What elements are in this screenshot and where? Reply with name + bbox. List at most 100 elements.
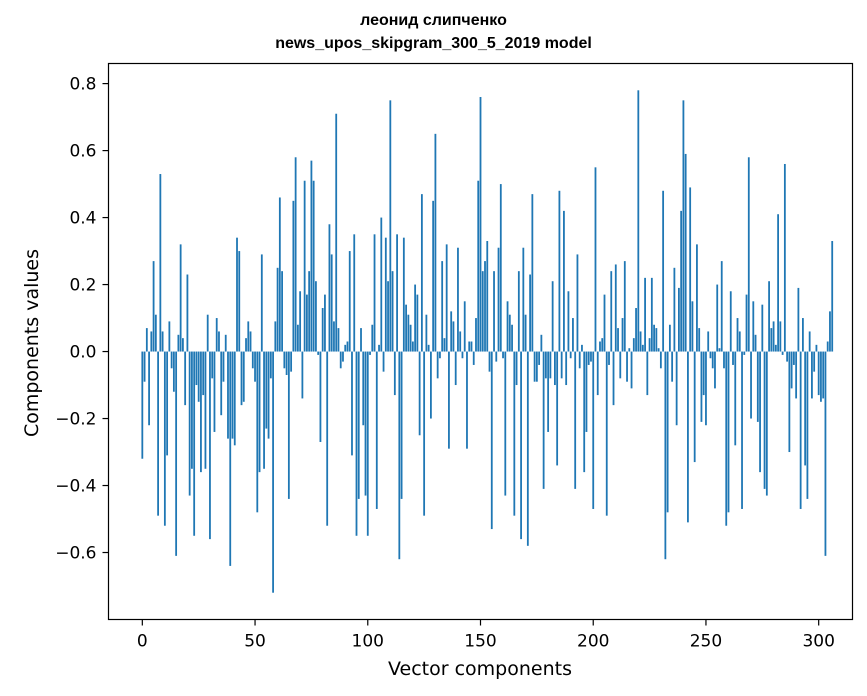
bar-53 [260, 254, 263, 352]
y-axis-ticks: −0.6 −0.4 −0.2 0.0 0.2 0.4 0.6 0.8 [55, 75, 109, 564]
y-tick-label: −0.2 [55, 410, 96, 430]
bar-106 [380, 217, 383, 352]
bar-78 [317, 351, 320, 355]
bar-157 [495, 351, 498, 362]
bar-2 [145, 328, 148, 352]
bar-186 [560, 351, 563, 379]
bar-262 [732, 351, 734, 365]
bar-235 [671, 351, 674, 382]
bar-254 [714, 351, 716, 389]
bar-176 [538, 351, 541, 365]
y-tick-label: 0.8 [69, 75, 96, 95]
x-tick-label: 150 [464, 632, 496, 652]
bar-163 [508, 314, 511, 352]
x-tick-label: 50 [244, 632, 266, 652]
bar-287 [788, 351, 791, 453]
bar-14 [172, 351, 175, 392]
bar-104 [375, 351, 378, 509]
bar-139 [454, 351, 457, 386]
bar-168 [520, 351, 522, 540]
bar-33 [215, 318, 218, 352]
bar-171 [526, 351, 529, 546]
bar-158 [497, 247, 500, 352]
bar-72 [303, 180, 306, 352]
bar-241 [684, 153, 687, 352]
bar-43 [238, 251, 241, 352]
bar-13 [170, 351, 173, 369]
bar-225 [648, 338, 651, 352]
bar-245 [693, 351, 696, 463]
bar-143 [463, 301, 466, 352]
bar-231 [662, 190, 665, 352]
bar-56 [267, 351, 270, 439]
bar-222 [641, 344, 644, 352]
bar-141 [459, 331, 462, 352]
bar-64 [285, 351, 288, 375]
bar-37 [224, 334, 227, 352]
bar-227 [653, 324, 655, 352]
bar-19 [184, 351, 187, 406]
bar-57 [269, 351, 272, 379]
bar-238 [678, 287, 680, 352]
bar-129 [432, 200, 435, 352]
bar-198 [587, 351, 590, 365]
bar-73 [306, 294, 308, 352]
bar-217 [630, 351, 633, 389]
bar-284 [781, 351, 784, 355]
bar-256 [718, 348, 721, 352]
bar-27 [202, 351, 205, 396]
bar-125 [423, 351, 426, 516]
bar-286 [786, 351, 789, 362]
bar-237 [675, 351, 678, 426]
bar-100 [366, 351, 369, 536]
bar-140 [457, 247, 459, 352]
bar-20 [186, 274, 189, 352]
bar-45 [242, 351, 245, 402]
bar-134 [443, 338, 446, 352]
bar-80 [321, 308, 324, 352]
bar-291 [797, 287, 800, 352]
bar-30 [209, 351, 211, 540]
bar-26 [200, 351, 202, 473]
bar-22 [191, 351, 193, 469]
bar-135 [445, 244, 448, 352]
bar-172 [529, 274, 531, 352]
bar-213 [621, 318, 624, 352]
bar-300 [817, 351, 820, 396]
bar-24 [195, 351, 198, 386]
bar-164 [511, 324, 513, 352]
bar-25 [197, 351, 200, 402]
x-axis-label: Vector components [388, 658, 572, 680]
bar-290 [795, 351, 798, 399]
bar-297 [811, 351, 813, 399]
bar-219 [635, 308, 637, 352]
bar-107 [382, 351, 385, 372]
bar-159 [499, 184, 502, 352]
bar-166 [515, 351, 518, 386]
bar-251 [707, 331, 710, 352]
bar-182 [551, 281, 554, 352]
bar-259 [725, 351, 728, 526]
bar-90 [344, 344, 347, 352]
bar-46 [245, 338, 247, 352]
bar-151 [481, 271, 484, 352]
bar-55 [265, 351, 268, 429]
bar-102 [371, 324, 374, 352]
bar-175 [535, 351, 538, 382]
bar-88 [339, 351, 342, 369]
bar-239 [680, 210, 683, 352]
bar-214 [623, 261, 626, 352]
bar-34 [218, 331, 220, 352]
bar-153 [486, 241, 489, 352]
y-tick-label: −0.6 [55, 544, 96, 564]
bar-6 [154, 314, 157, 352]
bar-67 [292, 200, 295, 352]
bar-266 [741, 351, 743, 509]
bars-group [141, 90, 834, 593]
bar-17 [179, 244, 182, 352]
bar-178 [542, 351, 545, 489]
bar-149 [477, 180, 480, 352]
bar-193 [576, 254, 579, 352]
bar-69 [296, 324, 299, 352]
bar-228 [655, 328, 658, 352]
